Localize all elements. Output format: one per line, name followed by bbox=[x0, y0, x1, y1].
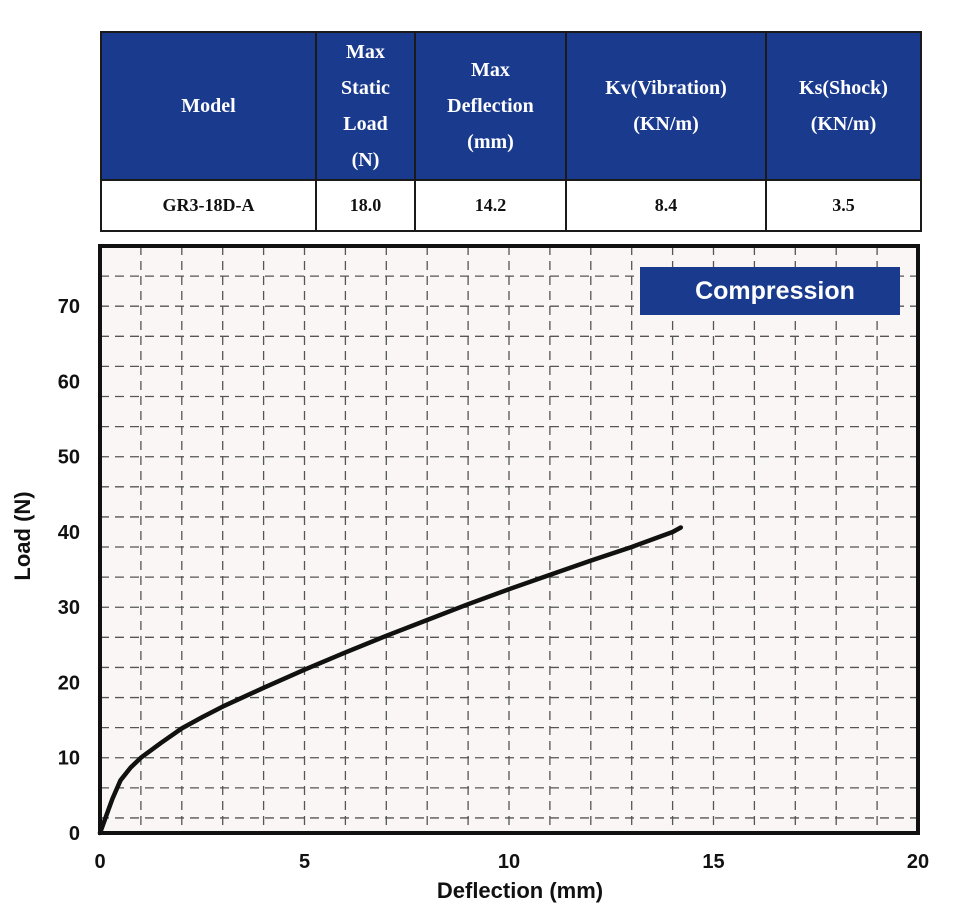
y-tick-label: 40 bbox=[58, 522, 80, 544]
plot-frame bbox=[98, 244, 920, 835]
header-line: (KN/m) bbox=[633, 113, 699, 135]
x-tick-label: 15 bbox=[702, 851, 724, 873]
y-tick-label: 30 bbox=[58, 597, 80, 619]
header-ks: Ks(Shock) (KN/m) bbox=[765, 31, 922, 181]
cell-kv: 8.4 bbox=[565, 179, 767, 232]
header-model: Model bbox=[100, 31, 317, 181]
header-line: Static bbox=[341, 77, 390, 99]
x-axis-label: Deflection (mm) bbox=[437, 878, 603, 903]
curve-layer bbox=[97, 525, 684, 836]
header-line: Model bbox=[181, 95, 236, 117]
x-tick-label: 20 bbox=[907, 851, 929, 873]
cell-model: GR3-18D-A bbox=[100, 179, 317, 232]
x-tick-labels: 0 5 10 15 20 bbox=[94, 851, 929, 873]
y-tick-label: 10 bbox=[58, 748, 80, 770]
header-line: (mm) bbox=[467, 131, 514, 153]
y-axis-label: Load (N) bbox=[10, 491, 35, 580]
cell-ks: 3.5 bbox=[765, 179, 922, 232]
header-line: Deflection bbox=[447, 95, 534, 117]
header-line: Ks(Shock) bbox=[799, 77, 888, 99]
grid bbox=[100, 246, 918, 833]
chart-container: Compression 0 5 10 15 20 0 10 20 30 40 50 60 70 Def… bbox=[0, 240, 958, 909]
header-line: Max bbox=[346, 41, 385, 63]
cell-max-static-load: 18.0 bbox=[315, 179, 416, 232]
header-kv: Kv(Vibration) (KN/m) bbox=[565, 31, 767, 181]
load-deflection-curve bbox=[97, 525, 684, 836]
header-line: Load bbox=[343, 113, 388, 135]
y-tick-label: 0 bbox=[69, 823, 80, 845]
x-tick-label: 5 bbox=[299, 851, 310, 873]
compression-badge-label: Compression bbox=[695, 277, 855, 305]
header-max-static-load: Max Static Load (N) bbox=[315, 31, 416, 181]
spec-table: Model Max Static Load (N) Max Deflection… bbox=[100, 31, 922, 232]
load-deflection-chart: Compression 0 5 10 15 20 0 10 20 30 40 50 60 70 Def… bbox=[10, 244, 929, 903]
y-tick-label: 60 bbox=[58, 371, 80, 393]
header-line: (KN/m) bbox=[810, 113, 877, 135]
header-line: (N) bbox=[351, 149, 380, 171]
y-tick-label: 70 bbox=[58, 296, 80, 318]
table-row: GR3-18D-A 18.0 14.2 8.4 3.5 bbox=[100, 179, 922, 232]
header-line: Max bbox=[471, 59, 510, 81]
cell-max-deflection: 14.2 bbox=[414, 179, 567, 232]
y-tick-label: 20 bbox=[58, 672, 80, 694]
y-tick-label: 50 bbox=[58, 447, 80, 469]
table-header-row: Model Max Static Load (N) Max Deflection… bbox=[100, 31, 922, 181]
header-max-deflection: Max Deflection (mm) bbox=[414, 31, 567, 181]
compression-badge bbox=[640, 267, 900, 315]
header-line: Kv(Vibration) bbox=[605, 77, 727, 99]
y-tick-labels: 0 10 20 30 40 50 60 70 bbox=[58, 296, 80, 845]
x-tick-label: 0 bbox=[94, 851, 105, 873]
x-tick-label: 10 bbox=[498, 851, 520, 873]
